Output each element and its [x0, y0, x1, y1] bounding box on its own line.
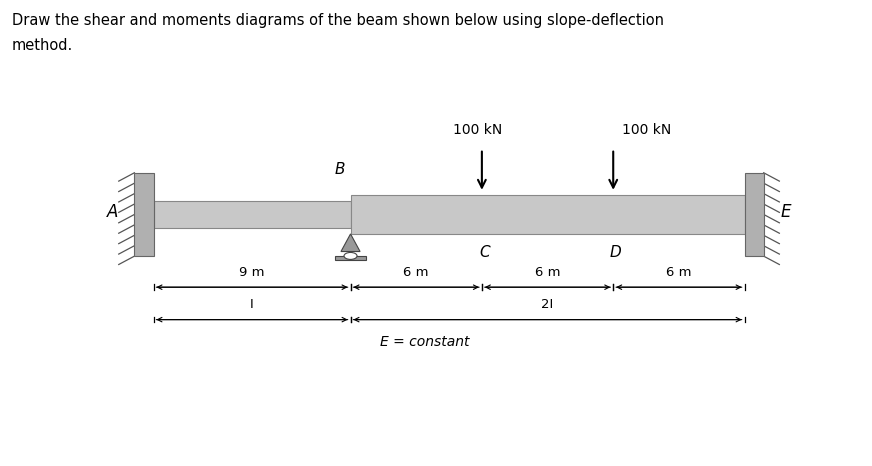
Text: D: D — [610, 245, 622, 260]
Text: E = constant: E = constant — [380, 335, 470, 349]
Text: 2I: 2I — [542, 298, 554, 311]
Text: A: A — [107, 203, 119, 221]
Circle shape — [344, 253, 357, 260]
Polygon shape — [341, 234, 360, 252]
Bar — [134, 173, 153, 256]
Bar — [335, 256, 366, 260]
Bar — [745, 173, 764, 256]
Bar — [351, 195, 745, 234]
Bar — [153, 200, 351, 228]
Text: 9 m: 9 m — [239, 266, 265, 279]
Text: method.: method. — [12, 39, 73, 54]
Text: 100 kN: 100 kN — [453, 123, 502, 137]
Text: I: I — [250, 298, 254, 311]
Text: 6 m: 6 m — [666, 266, 691, 279]
Text: Draw the shear and moments diagrams of the beam shown below using slope-deflecti: Draw the shear and moments diagrams of t… — [12, 13, 664, 28]
Text: 6 m: 6 m — [404, 266, 429, 279]
Text: B: B — [335, 162, 345, 177]
Text: E: E — [780, 203, 791, 221]
Text: 6 m: 6 m — [535, 266, 561, 279]
Text: C: C — [480, 245, 490, 260]
Text: 100 kN: 100 kN — [622, 123, 671, 137]
